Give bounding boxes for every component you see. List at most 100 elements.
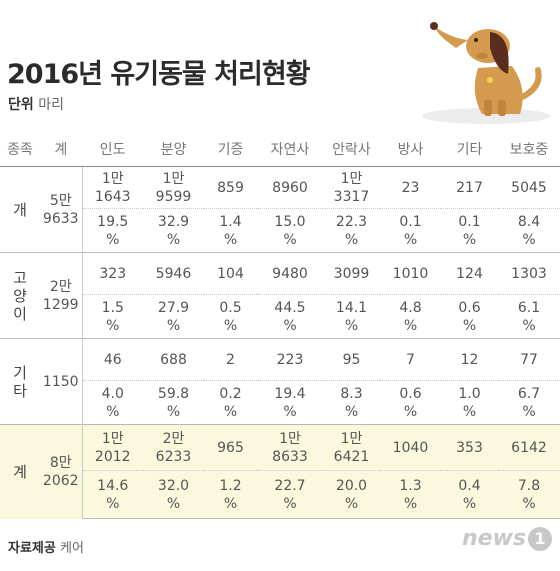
table-body: 개 5만 9633 1만 1643 1만 9599 859 8960 1만 3317 23 217 504… bbox=[0, 166, 560, 519]
count-cell-line: 1만 bbox=[101, 430, 124, 447]
pct-cell-line: % bbox=[462, 317, 477, 334]
table-row: 19.5% 32.9% 1.4% 15.0% 22.3% 0.1% 0.1% 8.4% bbox=[0, 208, 560, 253]
count-cell-line: 7 bbox=[406, 351, 415, 368]
pct-cell: 22.7% bbox=[257, 470, 323, 519]
count-cell-line: 1303 bbox=[511, 265, 547, 282]
count-cell: 5045 bbox=[498, 166, 560, 209]
pct-cell: 44.5% bbox=[257, 294, 323, 339]
pct-cell-line: 59.8 bbox=[157, 385, 190, 402]
pct-cell: 0.4% bbox=[441, 470, 498, 519]
pct-cell-line: % bbox=[462, 495, 477, 512]
pct-cell: 7.8% bbox=[498, 470, 560, 519]
count-cell-line: 688 bbox=[160, 351, 187, 368]
pct-cell-line: % bbox=[223, 403, 238, 420]
count-cell-line: 859 bbox=[217, 179, 244, 196]
pct-cell-line: % bbox=[166, 317, 181, 334]
pct-cell: 1.5% bbox=[82, 294, 143, 339]
count-cell: 1303 bbox=[498, 252, 560, 295]
pct-cell-line: % bbox=[462, 231, 477, 248]
pct-cell-line: % bbox=[344, 495, 359, 512]
pct-cell: 6.1% bbox=[498, 294, 560, 339]
pct-cell-line: 8.3 bbox=[340, 385, 363, 402]
pct-cell-line: % bbox=[403, 317, 418, 334]
count-cell: 9480 bbox=[257, 252, 323, 295]
count-cell-line: 223 bbox=[276, 351, 304, 368]
table-row: 4.0% 59.8% 0.2% 19.4% 8.3% 0.6% 1.0% 6.7% bbox=[0, 380, 560, 425]
count-cell: 12 bbox=[441, 338, 498, 381]
table-row: 14.6% 32.0% 1.2% 22.7% 20.0% 1.3% 0.4% 7.8% bbox=[0, 470, 560, 519]
pct-cell: 0.6% bbox=[380, 380, 441, 425]
header-total: 계 bbox=[40, 132, 82, 167]
pct-cell-line: % bbox=[223, 495, 238, 512]
pct-cell-line: % bbox=[344, 317, 359, 334]
count-cell-line: 1만 bbox=[162, 170, 185, 187]
pct-cell-line: 1.4 bbox=[219, 213, 242, 230]
pct-cell-line: 19.4 bbox=[274, 385, 306, 402]
count-cell-line: 353 bbox=[456, 439, 483, 456]
pct-cell-line: % bbox=[106, 231, 120, 248]
pct-cell-line: 0.6 bbox=[399, 385, 422, 402]
count-cell: 859 bbox=[204, 166, 257, 209]
count-cell: 1만 2012 bbox=[82, 424, 143, 471]
count-cell: 104 bbox=[204, 252, 257, 295]
count-cell-line: 2 bbox=[226, 351, 235, 368]
count-cell: 1만 9599 bbox=[143, 166, 204, 209]
count-cell-line: 77 bbox=[520, 351, 538, 368]
count-cell-line: 95 bbox=[342, 351, 361, 368]
count-cell-line: 1010 bbox=[392, 265, 429, 282]
pct-cell-line: 6.1 bbox=[517, 299, 541, 316]
pct-cell-line: 0.4 bbox=[458, 477, 481, 494]
pct-cell: 1.3% bbox=[380, 470, 441, 519]
count-cell: 6142 bbox=[498, 424, 560, 471]
pct-cell-line: 7.8 bbox=[517, 477, 541, 494]
pct-cell-line: 27.9 bbox=[157, 299, 190, 316]
count-cell: 124 bbox=[441, 252, 498, 295]
total-cell-line: 2만 bbox=[49, 278, 72, 295]
total-cell: 8만 2062 bbox=[40, 424, 83, 519]
dog-illustration bbox=[422, 22, 550, 124]
header-col-4: 안락사 bbox=[323, 132, 380, 167]
pct-cell-line: 14.6 bbox=[97, 477, 129, 494]
news1-logo: news 1 bbox=[462, 526, 552, 551]
count-cell-line: 1040 bbox=[392, 439, 429, 456]
pct-cell-line: 19.5 bbox=[97, 213, 129, 230]
species-cell-line: 이 bbox=[13, 304, 27, 323]
pct-cell-line: % bbox=[462, 403, 477, 420]
count-cell: 77 bbox=[498, 338, 560, 381]
count-cell: 2만 6233 bbox=[143, 424, 204, 471]
source-note: 자료제공 케어 bbox=[8, 537, 84, 556]
count-cell-line: 3099 bbox=[333, 265, 370, 282]
pct-cell-line: 44.5 bbox=[274, 299, 306, 316]
pct-cell-line: % bbox=[106, 403, 120, 420]
pct-cell-line: % bbox=[283, 317, 297, 334]
pct-cell-line: % bbox=[522, 403, 536, 420]
pct-cell: 4.0% bbox=[82, 380, 143, 425]
pct-cell: 1.2% bbox=[204, 470, 257, 519]
pct-cell-line: 8.4 bbox=[517, 213, 541, 230]
pct-cell: 19.4% bbox=[257, 380, 323, 425]
pct-cell-line: % bbox=[283, 495, 297, 512]
species-cell: 계 bbox=[0, 424, 40, 519]
count-cell-line: 1만 bbox=[340, 430, 363, 447]
pct-cell-line: % bbox=[344, 231, 359, 248]
count-cell: 7 bbox=[380, 338, 441, 381]
table-row: 1.5% 27.9% 0.5% 44.5% 14.1% 4.8% 0.6% 6.1% bbox=[0, 294, 560, 339]
pct-cell: 6.7% bbox=[498, 380, 560, 425]
unit-value: 마리 bbox=[38, 97, 64, 113]
logo-mark: 1 bbox=[528, 527, 552, 551]
pct-cell-line: % bbox=[223, 317, 238, 334]
count-cell-line: 1643 bbox=[94, 188, 131, 205]
pct-cell: 0.6% bbox=[441, 294, 498, 339]
table-row: 계 8만 2062 1만 2012 2만 6233 965 1만 8633 1만 6421 1040 35… bbox=[0, 424, 560, 519]
species-cell-line: 계 bbox=[13, 462, 27, 481]
count-cell-line: 323 bbox=[99, 265, 127, 282]
header-row: 종족 계 인도 분양 기증 자연사 안락사 방사 기타 보호중 bbox=[0, 132, 560, 167]
table-row: 기 타 1150 46 688 2 223 95 7 12 77 bbox=[0, 338, 560, 425]
pct-cell-line: % bbox=[166, 403, 181, 420]
count-cell: 217 bbox=[441, 166, 498, 209]
pct-cell: 1.0% bbox=[441, 380, 498, 425]
pct-cell: 20.0% bbox=[323, 470, 380, 519]
pct-cell-line: 15.0 bbox=[274, 213, 306, 230]
pct-cell-line: 14.1 bbox=[335, 299, 368, 316]
